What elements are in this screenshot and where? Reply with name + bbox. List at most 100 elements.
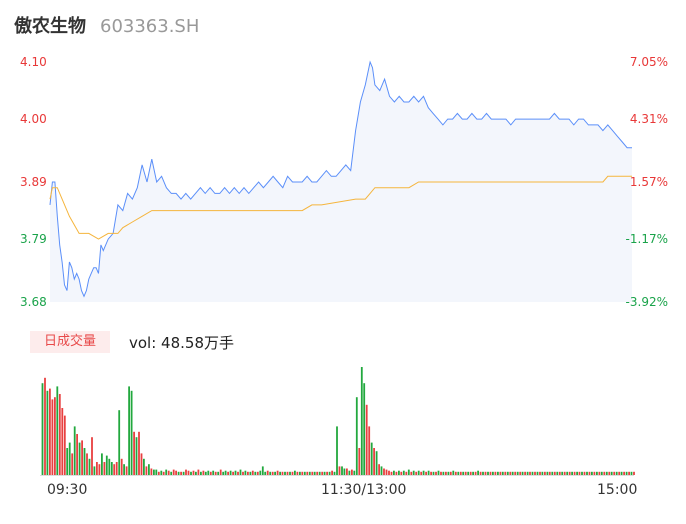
volume-bar bbox=[313, 471, 316, 475]
volume-bar bbox=[217, 471, 220, 475]
stock-code: 603363.SH bbox=[100, 16, 200, 37]
volume-bar bbox=[462, 471, 465, 475]
volume-bar bbox=[68, 442, 71, 475]
volume-bar bbox=[578, 471, 581, 475]
volume-bar bbox=[101, 453, 103, 475]
volume-bar bbox=[437, 470, 440, 475]
volume-bar bbox=[497, 471, 499, 475]
volume-bar bbox=[385, 469, 388, 475]
volume-bar bbox=[452, 470, 455, 475]
volume-bar bbox=[402, 470, 405, 475]
volume-bar bbox=[209, 471, 212, 475]
volume-bar bbox=[427, 470, 430, 475]
volume-bar bbox=[182, 471, 185, 475]
volume-bar bbox=[110, 462, 113, 475]
volume-bar bbox=[338, 466, 341, 475]
volume-bar bbox=[474, 471, 477, 475]
volume-bar bbox=[395, 471, 398, 475]
volume-bar bbox=[187, 470, 190, 475]
volume-bar bbox=[76, 434, 78, 475]
volume-bar bbox=[469, 471, 472, 475]
volume-bar bbox=[256, 471, 259, 475]
volume-bar bbox=[71, 453, 74, 475]
volume-bar bbox=[264, 471, 267, 475]
volume-bar bbox=[598, 471, 601, 475]
volume-bar bbox=[608, 471, 611, 475]
volume-bar bbox=[333, 471, 336, 475]
volume-bar bbox=[447, 471, 450, 475]
volume-bar bbox=[331, 470, 333, 475]
volume-bar bbox=[343, 468, 346, 475]
volume-bar bbox=[155, 469, 158, 475]
volume-bar bbox=[576, 471, 578, 475]
volume-bar bbox=[306, 471, 309, 475]
price-area bbox=[50, 62, 632, 302]
volume-bar bbox=[98, 464, 101, 475]
volume-bar bbox=[145, 466, 148, 475]
volume-bar bbox=[294, 470, 296, 475]
volume-bar bbox=[568, 471, 571, 475]
volume-bar bbox=[534, 471, 536, 475]
volume-bar bbox=[442, 471, 445, 475]
volume-bar bbox=[244, 470, 247, 475]
volume-bar bbox=[628, 471, 630, 475]
volume-bar bbox=[494, 471, 497, 475]
volume-bar bbox=[363, 383, 366, 475]
volume-bar bbox=[407, 469, 410, 475]
volume-bar bbox=[412, 470, 415, 475]
volume-bar bbox=[633, 471, 635, 475]
volume-bar bbox=[519, 471, 522, 475]
volume-bar bbox=[118, 410, 121, 475]
volume-bar bbox=[177, 471, 180, 475]
volume-bar bbox=[254, 471, 257, 475]
volume-bar bbox=[83, 448, 86, 475]
volume-bar bbox=[44, 377, 46, 475]
volume-bar bbox=[123, 464, 125, 475]
volume-bar bbox=[251, 470, 254, 475]
y-tick-left: 4.00 bbox=[20, 112, 47, 127]
volume-bar bbox=[96, 462, 98, 475]
x-tick-label: 09:30 bbox=[47, 482, 88, 498]
volume-bar bbox=[239, 469, 242, 475]
volume-bar bbox=[358, 448, 361, 475]
volume-bar bbox=[86, 453, 88, 475]
volume-bar bbox=[504, 471, 507, 475]
volume-bar bbox=[51, 399, 54, 475]
volume-bar bbox=[539, 471, 541, 475]
volume-bar bbox=[63, 415, 66, 475]
volume-bar bbox=[299, 471, 301, 475]
volume-bar bbox=[286, 471, 289, 475]
y-tick-right: -3.92% bbox=[625, 295, 668, 309]
volume-bar bbox=[105, 455, 108, 475]
volume-bar bbox=[556, 471, 559, 475]
volume-bar bbox=[449, 471, 452, 475]
volume-bar bbox=[605, 471, 608, 475]
volume-bar bbox=[160, 470, 163, 475]
volume-bar bbox=[566, 471, 569, 475]
volume-bar bbox=[242, 471, 244, 475]
volume-bar bbox=[526, 471, 529, 475]
volume-bar bbox=[630, 471, 633, 475]
y-tick-left: 3.89 bbox=[20, 175, 47, 189]
volume-bar bbox=[618, 471, 621, 475]
volume-bar bbox=[492, 471, 494, 475]
y-tick-right: 1.57% bbox=[629, 175, 668, 189]
volume-bar bbox=[321, 471, 324, 475]
volume-bar bbox=[113, 464, 116, 475]
volume-bar bbox=[289, 471, 291, 475]
volume-bar bbox=[454, 471, 457, 475]
volume-bar bbox=[487, 471, 489, 475]
volume-bar bbox=[484, 471, 487, 475]
volume-bar bbox=[128, 386, 130, 475]
volume-bar bbox=[296, 471, 299, 475]
volume-bar bbox=[115, 462, 118, 475]
volume-bar bbox=[558, 471, 561, 475]
volume-bar bbox=[167, 470, 170, 475]
volume-bar bbox=[303, 471, 306, 475]
volume-bar bbox=[420, 471, 423, 475]
volume-bar bbox=[355, 397, 358, 475]
volume-tab[interactable]: 日成交量 bbox=[30, 331, 110, 353]
volume-bar bbox=[425, 471, 427, 475]
volume-bar bbox=[346, 468, 348, 475]
volume-bar bbox=[435, 471, 437, 475]
